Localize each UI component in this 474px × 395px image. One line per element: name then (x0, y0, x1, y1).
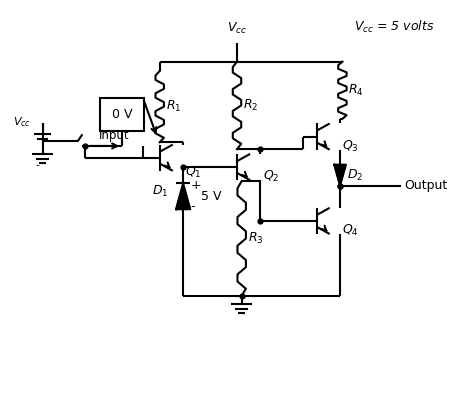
Text: Output: Output (405, 179, 448, 192)
Text: $V_{cc}$ = 5 volts: $V_{cc}$ = 5 volts (354, 19, 435, 35)
Text: $Q_3$: $Q_3$ (342, 139, 359, 154)
Text: 5 V: 5 V (201, 190, 221, 203)
Text: $Q_1$: $Q_1$ (185, 165, 202, 180)
Text: -: - (190, 200, 195, 213)
Text: $R_3$: $R_3$ (248, 231, 264, 246)
Text: $R_2$: $R_2$ (243, 98, 258, 113)
Text: $R_1$: $R_1$ (166, 99, 181, 114)
Text: Input: Input (99, 129, 129, 142)
Text: $D_2$: $D_2$ (347, 168, 363, 183)
Text: $V_{cc}$: $V_{cc}$ (227, 21, 247, 36)
Text: $D_1$: $D_1$ (152, 184, 168, 199)
Polygon shape (176, 183, 190, 209)
FancyBboxPatch shape (100, 98, 144, 130)
Text: +: + (190, 179, 201, 192)
Text: $V_{cc}$: $V_{cc}$ (13, 116, 31, 130)
Text: $R_4$: $R_4$ (348, 83, 364, 98)
Text: -: - (36, 160, 40, 170)
Text: 0 V: 0 V (112, 108, 132, 121)
Polygon shape (334, 165, 346, 186)
Text: $Q_2$: $Q_2$ (263, 169, 279, 184)
Text: $Q_4$: $Q_4$ (342, 223, 359, 238)
